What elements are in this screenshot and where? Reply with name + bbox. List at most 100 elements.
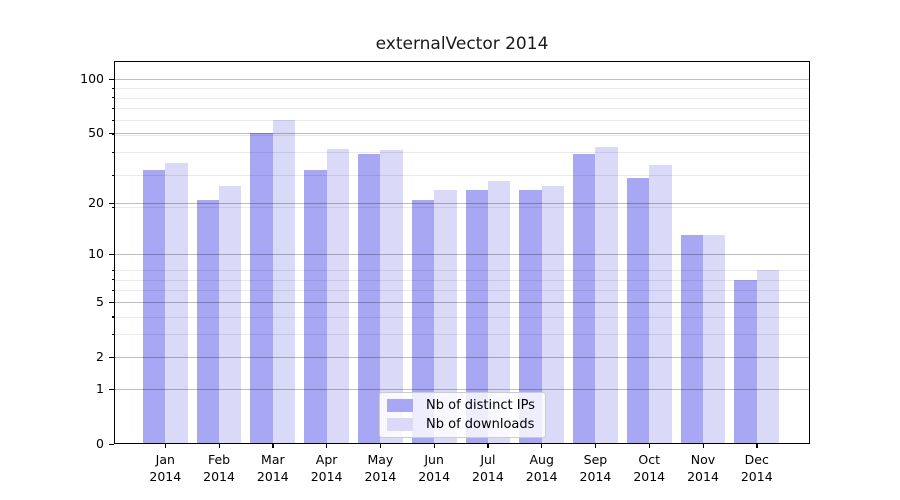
legend-item-distinct-ips: Nb of distinct IPs bbox=[387, 398, 535, 413]
bar-distinct-ips-aug bbox=[519, 189, 542, 444]
x-axis-tick-label-dec: Dec 2014 bbox=[725, 452, 789, 485]
major-gridline bbox=[114, 302, 810, 304]
month-label: Aug bbox=[529, 452, 554, 467]
y-axis-tick-label: 5 bbox=[96, 294, 104, 310]
month-label: Jan bbox=[155, 452, 175, 467]
x-axis-tick bbox=[326, 444, 328, 448]
month-label: Nov bbox=[690, 452, 716, 467]
y-axis-minor-tick bbox=[111, 174, 114, 176]
year-label: 2014 bbox=[472, 468, 504, 484]
bar-downloads-sep bbox=[595, 146, 618, 444]
y-axis-minor-tick bbox=[111, 151, 114, 154]
y-axis-minor-tick bbox=[111, 206, 114, 208]
bar-distinct-ips-nov bbox=[680, 235, 703, 444]
y-axis-major-tick bbox=[109, 202, 114, 205]
bar-distinct-ips-feb bbox=[196, 199, 220, 444]
bar-downloads-apr bbox=[326, 148, 349, 444]
month-label: Oct bbox=[638, 452, 661, 467]
year-label: 2014 bbox=[633, 468, 666, 484]
bar-distinct-ips-jun bbox=[411, 199, 435, 444]
minor-gridline bbox=[114, 152, 810, 154]
major-gridline bbox=[114, 203, 810, 205]
bar-downloads-aug bbox=[541, 186, 565, 444]
bar-distinct-ips-sep bbox=[573, 154, 596, 444]
minor-gridline bbox=[114, 207, 810, 209]
year-label: 2014 bbox=[203, 468, 235, 484]
y-axis-major-tick bbox=[109, 356, 114, 358]
bar-downloads-mar bbox=[272, 120, 296, 444]
year-label: 2014 bbox=[740, 468, 773, 484]
x-axis-tick-label-oct: Oct 2014 bbox=[617, 452, 681, 485]
x-axis-tick bbox=[487, 444, 489, 448]
minor-gridline bbox=[114, 279, 810, 281]
bar-distinct-ips-dec bbox=[734, 279, 757, 444]
bar-downloads-jul bbox=[487, 180, 511, 444]
x-axis-tick bbox=[648, 444, 651, 448]
minor-gridline bbox=[114, 88, 810, 90]
y-axis-minor-tick bbox=[111, 289, 114, 291]
bar-downloads-dec bbox=[756, 270, 780, 444]
x-axis-tick-label-aug: Aug 2014 bbox=[510, 452, 574, 485]
year-label: 2014 bbox=[525, 468, 558, 484]
chart-title: externalVector 2014 bbox=[375, 34, 549, 54]
bar-downloads-oct bbox=[649, 165, 672, 444]
y-axis-minor-tick bbox=[111, 107, 114, 109]
bar-distinct-ips-jan bbox=[142, 170, 166, 444]
y-axis-tick-label: 50 bbox=[88, 125, 104, 141]
legend-swatch-distinct-ips bbox=[387, 399, 413, 412]
y-axis-minor-tick bbox=[111, 119, 114, 122]
month-label: Jun bbox=[424, 452, 444, 467]
y-axis-tick-label: 1 bbox=[96, 381, 104, 397]
x-axis-tick-label-may: May 2014 bbox=[348, 452, 412, 485]
year-label: 2014 bbox=[364, 468, 397, 484]
y-axis-minor-tick bbox=[111, 87, 114, 90]
y-axis-tick-label: 10 bbox=[88, 246, 104, 262]
month-label: Dec bbox=[744, 452, 769, 467]
y-axis-major-tick bbox=[109, 78, 114, 80]
month-label: Apr bbox=[315, 452, 338, 467]
y-axis-tick-label: 100 bbox=[80, 71, 104, 87]
y-axis-minor-tick bbox=[111, 134, 114, 136]
major-gridline bbox=[114, 133, 810, 135]
x-axis-tick bbox=[433, 444, 435, 448]
bar-distinct-ips-oct bbox=[626, 177, 650, 444]
left-spine bbox=[114, 61, 116, 444]
y-axis-major-tick bbox=[109, 132, 114, 134]
top-spine bbox=[114, 61, 810, 63]
x-axis-tick bbox=[379, 444, 382, 448]
minor-gridline bbox=[114, 108, 810, 110]
y-axis-minor-tick bbox=[111, 316, 114, 318]
x-axis-tick-label-jun: Jun 2014 bbox=[402, 452, 466, 485]
x-axis-tick bbox=[164, 444, 167, 448]
y-axis-minor-tick bbox=[111, 97, 114, 99]
month-label: Jul bbox=[480, 452, 496, 467]
bar-downloads-jan bbox=[165, 162, 188, 444]
y-axis-minor-tick bbox=[111, 269, 114, 272]
x-axis-tick bbox=[541, 444, 543, 448]
minor-gridline bbox=[114, 97, 810, 99]
bar-downloads-may bbox=[380, 150, 403, 444]
y-axis-major-tick bbox=[109, 253, 114, 256]
y-axis-major-tick bbox=[109, 301, 114, 304]
x-axis-tick-label-sep: Sep 2014 bbox=[563, 452, 627, 485]
x-axis-tick-label-nov: Nov 2014 bbox=[671, 452, 735, 485]
y-axis-tick-label: 2 bbox=[96, 349, 104, 365]
year-label: 2014 bbox=[687, 468, 719, 484]
minor-gridline bbox=[114, 290, 810, 292]
minor-gridline bbox=[114, 316, 810, 318]
x-axis-tick bbox=[218, 444, 220, 448]
bottom-spine bbox=[114, 442, 810, 444]
x-axis-tick-label-jul: Jul 2014 bbox=[456, 452, 520, 485]
x-axis-tick-label-mar: Mar 2014 bbox=[241, 452, 305, 485]
legend-label-distinct-ips: Nb of distinct IPs bbox=[426, 398, 535, 413]
month-label: Sep bbox=[583, 452, 608, 467]
year-label: 2014 bbox=[310, 468, 343, 484]
year-label: 2014 bbox=[418, 468, 451, 484]
major-gridline bbox=[114, 357, 810, 359]
legend: Nb of distinct IPs Nb of downloads bbox=[379, 392, 546, 438]
bar-distinct-ips-mar bbox=[250, 133, 273, 444]
bar-distinct-ips-may bbox=[357, 154, 381, 444]
y-axis-major-tick bbox=[109, 388, 114, 390]
month-label: May bbox=[367, 452, 394, 467]
